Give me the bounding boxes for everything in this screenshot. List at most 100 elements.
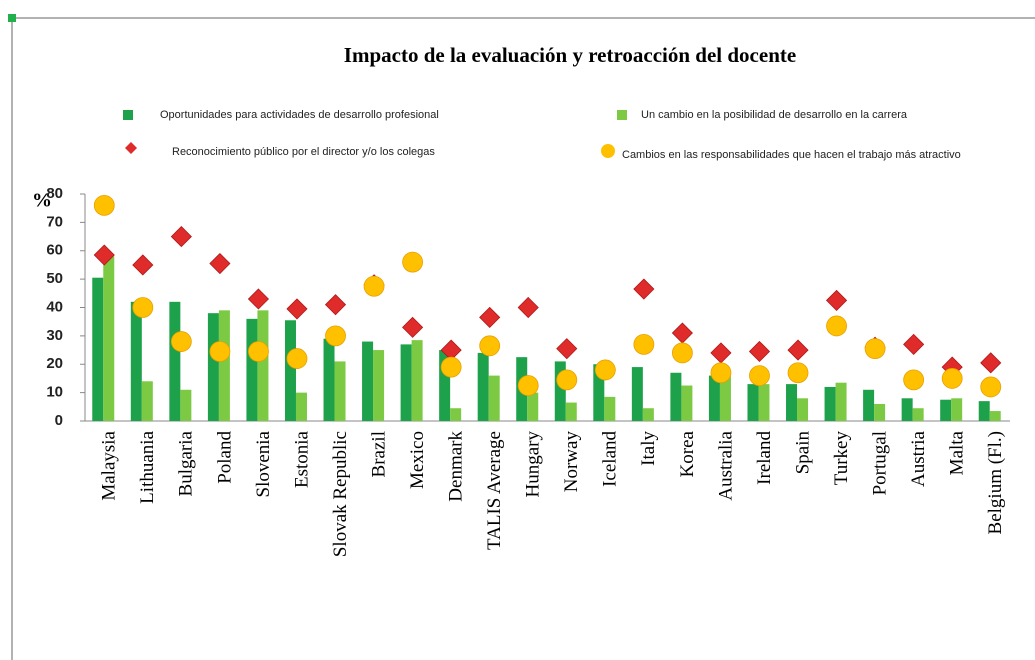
x-tick-label: Austria [908, 430, 929, 487]
point [479, 306, 501, 328]
bar [323, 338, 335, 421]
bar [901, 398, 913, 421]
point [671, 342, 693, 364]
bar [681, 385, 693, 421]
bar [295, 392, 307, 421]
y-axis-label: % [32, 190, 52, 212]
bar [604, 396, 616, 421]
point [787, 339, 809, 361]
bar [257, 310, 269, 421]
point [247, 288, 270, 310]
bar [246, 318, 258, 421]
point [749, 365, 770, 387]
point [286, 348, 308, 369]
bar [708, 375, 720, 421]
y-tick-label: 60 [46, 242, 63, 259]
point [710, 362, 732, 384]
bar [824, 386, 836, 421]
bar [284, 320, 296, 421]
bar [940, 399, 952, 421]
bar [103, 256, 115, 421]
point [440, 356, 462, 378]
y-tick-label: 20 [46, 355, 63, 372]
selection-handle [8, 14, 16, 22]
y-tick-label: 80 [46, 185, 63, 202]
x-tick-label: Hungary [523, 431, 544, 498]
x-tick-label: Mexico [407, 431, 428, 489]
point [93, 244, 115, 266]
bar [141, 381, 153, 421]
bar [951, 398, 963, 421]
bar [747, 384, 759, 421]
x-tick-label: Slovak Republic [330, 431, 351, 557]
y-tick-label: 10 [46, 384, 63, 401]
bar [835, 382, 847, 421]
legend-swatch [617, 110, 627, 120]
bar [874, 403, 886, 421]
x-tick-label: Slovenia [253, 430, 274, 497]
bar [130, 301, 142, 421]
bar [786, 384, 798, 421]
x-tick-label: TALIS Average [484, 431, 505, 550]
bar [978, 401, 990, 421]
bar [912, 408, 924, 421]
legend-label: Reconocimiento público por el director y… [172, 146, 435, 158]
bar [477, 352, 489, 421]
y-tick-label: 40 [46, 298, 63, 315]
point [903, 333, 925, 355]
x-tick-label: Turkey [831, 431, 852, 486]
x-tick-label: Bulgaria [176, 430, 197, 496]
x-tick-label: Spain [792, 431, 813, 475]
point [324, 294, 347, 316]
bar [670, 372, 682, 421]
point [402, 316, 424, 338]
x-tick-label: Australia [715, 430, 736, 500]
bar [554, 361, 566, 421]
bar [565, 402, 577, 421]
legend-label: Un cambio en la posibilidad de desarroll… [641, 109, 908, 121]
x-tick-label: Ireland [754, 431, 775, 485]
bar [719, 375, 731, 421]
point [517, 375, 539, 396]
bar [218, 310, 230, 421]
bar [642, 408, 654, 421]
x-tick-label: Belgium (Fl.) [985, 431, 1006, 534]
point [864, 338, 886, 360]
point [748, 340, 771, 363]
point [248, 341, 269, 362]
point [209, 341, 231, 362]
bar [450, 408, 462, 421]
bar [593, 364, 605, 421]
y-tick-label: 70 [46, 213, 63, 230]
bar [169, 301, 181, 421]
bar [527, 392, 539, 421]
x-tick-label: Malaysia [99, 430, 120, 500]
bar [207, 313, 219, 421]
point [826, 315, 847, 337]
point [132, 297, 154, 318]
point [556, 369, 578, 391]
legend-label: Oportunidades para actividades de desarr… [160, 109, 439, 121]
bar [373, 350, 385, 421]
legend-swatch [123, 110, 133, 120]
point [170, 225, 192, 248]
x-tick-label: Norway [561, 431, 582, 493]
bar [631, 367, 643, 421]
bar [797, 398, 809, 421]
point [479, 335, 501, 357]
point [980, 376, 1002, 398]
legend-label: Cambios en las responsabilidades que hac… [622, 149, 961, 161]
chart-title: Impacto de la evaluación y retroacción d… [344, 43, 796, 67]
x-tick-label: Malta [947, 430, 968, 475]
point [941, 368, 963, 389]
x-tick-label: Korea [677, 430, 698, 477]
point [132, 254, 154, 276]
point [286, 298, 308, 320]
bar [92, 277, 104, 421]
bar [863, 389, 875, 421]
y-tick-label: 50 [46, 270, 63, 287]
point [633, 278, 655, 300]
bar [758, 384, 770, 421]
